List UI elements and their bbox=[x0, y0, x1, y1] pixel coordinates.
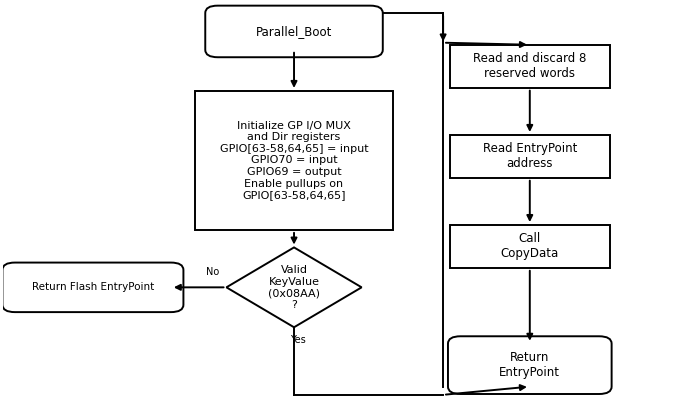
Bar bbox=[195, 91, 393, 230]
Text: Yes: Yes bbox=[289, 334, 305, 344]
FancyBboxPatch shape bbox=[2, 263, 183, 312]
Text: Parallel_Boot: Parallel_Boot bbox=[256, 25, 332, 38]
Text: Valid
KeyValue
(0x08AA)
?: Valid KeyValue (0x08AA) ? bbox=[268, 265, 320, 310]
Text: Call
CopyData: Call CopyData bbox=[500, 232, 559, 260]
Bar bbox=[450, 225, 610, 268]
FancyBboxPatch shape bbox=[448, 336, 612, 394]
Text: Return Flash EntryPoint: Return Flash EntryPoint bbox=[31, 282, 154, 292]
Text: Initialize GP I/O MUX
and Dir registers
GPIO[63-58,64,65] = input
GPIO70 = input: Initialize GP I/O MUX and Dir registers … bbox=[219, 121, 368, 200]
Bar bbox=[450, 45, 610, 88]
Text: Read EntryPoint
address: Read EntryPoint address bbox=[482, 142, 577, 170]
Bar bbox=[450, 135, 610, 178]
Text: No: No bbox=[206, 267, 219, 277]
Text: Return
EntryPoint: Return EntryPoint bbox=[499, 351, 561, 379]
Text: Read and discard 8
reserved words: Read and discard 8 reserved words bbox=[473, 52, 586, 80]
FancyBboxPatch shape bbox=[206, 6, 383, 57]
Polygon shape bbox=[226, 247, 361, 327]
